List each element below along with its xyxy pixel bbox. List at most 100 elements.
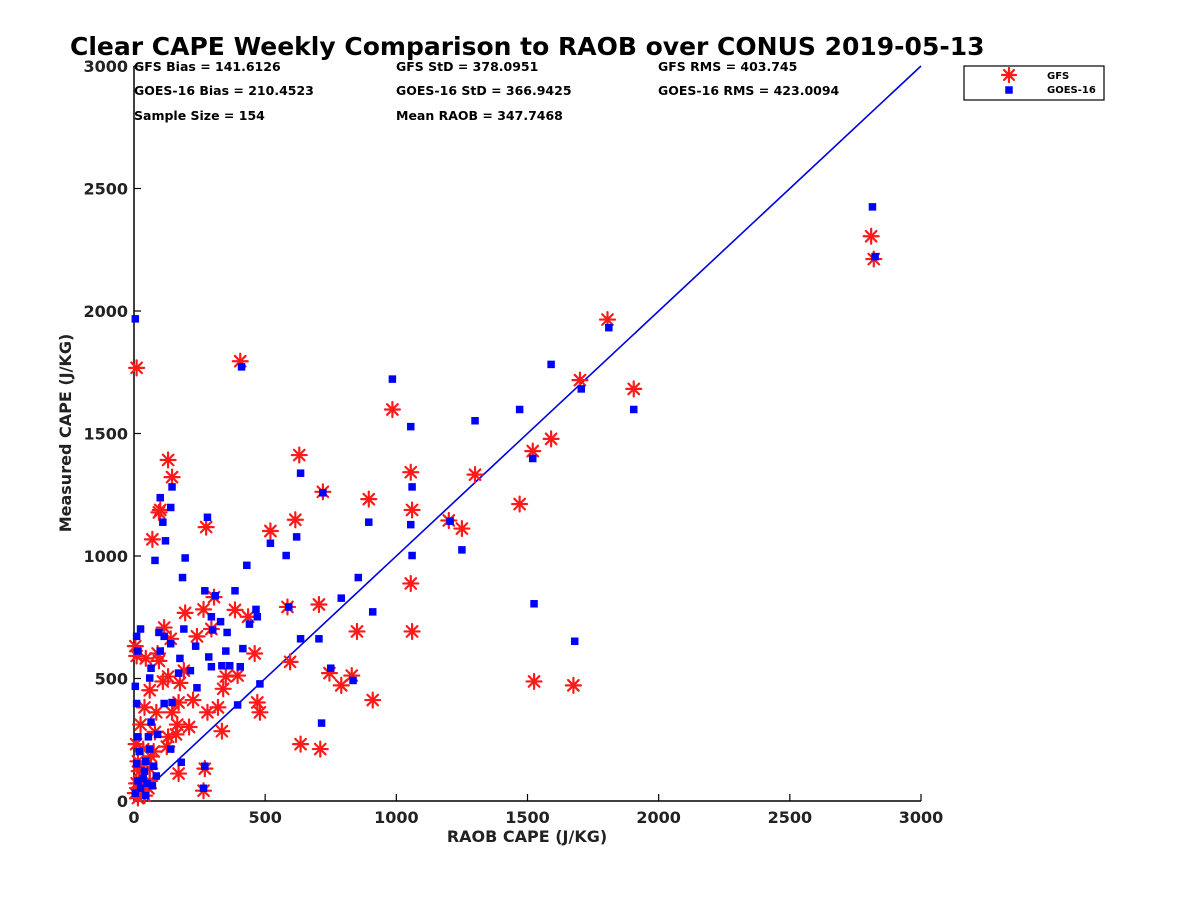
stat-text: GOES-16 StD = 366.9425	[396, 83, 572, 98]
goes-16-point	[166, 745, 175, 753]
goes-16-point	[446, 517, 454, 525]
goes-16-point	[239, 644, 247, 653]
gfs-point	[310, 595, 328, 614]
stat-text: GOES-16 Bias = 210.4523	[134, 83, 314, 98]
goes-16-point	[131, 682, 140, 691]
legend-goes-16-label: GOES-16	[1047, 85, 1096, 96]
gfs-point	[163, 468, 181, 486]
goes-16-point	[315, 635, 323, 643]
gfs-point	[291, 735, 310, 753]
plot-area: 0 500 1000 1500 2000 2500 3000 0 500 1000 1500 200…	[83, 57, 943, 827]
goes-16-point	[208, 626, 217, 634]
gfs-point	[246, 644, 264, 663]
goes-16-point	[408, 483, 416, 491]
x-tick-label: 500	[248, 808, 281, 827]
goes-16-point	[156, 647, 164, 655]
legend-goes-16-marker	[1005, 86, 1013, 94]
goes-16-point	[156, 493, 164, 502]
gfs-point	[348, 622, 366, 641]
goes-16-point	[319, 489, 327, 497]
goes-16-point	[151, 556, 159, 565]
goes-16-point	[181, 554, 189, 562]
goes-16-point	[528, 454, 537, 463]
gfs-point	[135, 698, 154, 717]
goes-16-point	[292, 533, 301, 541]
goes-16-point	[407, 520, 415, 529]
series-goes-16	[131, 203, 879, 800]
gfs-point	[159, 451, 177, 469]
y-tick-label: 1500	[83, 425, 128, 444]
gfs-point	[171, 674, 189, 692]
goes-16-point	[218, 662, 226, 670]
goes-16-point	[349, 676, 357, 685]
gfs-point	[251, 703, 269, 721]
gfs-point	[402, 463, 420, 481]
goes-16-point	[147, 718, 155, 726]
goes-16-point	[547, 360, 555, 369]
goes-16-point	[871, 252, 879, 261]
goes-16-point	[207, 613, 216, 621]
goes-16-point	[226, 662, 234, 670]
one-to-one-reference-line	[133, 65, 922, 802]
y-tick-label: 1000	[83, 547, 128, 566]
goes-16-point	[161, 537, 170, 545]
goes-16-point	[148, 782, 157, 790]
goes-16-point	[337, 594, 345, 602]
gfs-point	[226, 601, 244, 619]
goes-16-point	[327, 664, 335, 672]
stat-text: Mean RAOB = 347.7468	[396, 108, 563, 123]
goes-16-point	[223, 628, 231, 637]
x-tick-label: 2500	[768, 808, 813, 827]
goes-16-point	[296, 469, 305, 477]
goes-16-point	[140, 767, 149, 775]
goes-16-point	[530, 600, 538, 608]
gfs-point	[239, 608, 257, 626]
gfs-point	[862, 227, 880, 245]
goes-16-legend-symbol	[1005, 86, 1013, 94]
goes-16-point	[131, 315, 140, 323]
goes-16-point	[132, 699, 141, 708]
goes-16-point	[143, 779, 151, 788]
goes-16-point	[233, 701, 242, 709]
goes-16-point	[629, 405, 638, 414]
stat-text: GOES-16 RMS = 423.0094	[658, 83, 840, 98]
gfs-point	[625, 380, 643, 398]
goes-16-point	[222, 647, 230, 655]
goes-16-point	[368, 608, 377, 616]
x-tick-label: 2000	[636, 808, 681, 827]
gfs-legend-symbol	[1000, 66, 1018, 84]
goes-16-point	[168, 698, 176, 707]
goes-16-point	[135, 747, 143, 756]
goes-16-point	[285, 603, 293, 611]
legend-gfs-marker	[1000, 66, 1018, 84]
gfs-point	[360, 490, 378, 508]
gfs-point	[150, 503, 168, 521]
gfs-point	[571, 371, 589, 389]
gfs-point	[159, 728, 177, 746]
gfs-point	[403, 501, 421, 519]
gfs-point	[213, 722, 231, 740]
y-tick-label: 3000	[83, 57, 128, 76]
goes-16-point	[605, 323, 613, 332]
goes-16-point	[180, 625, 188, 633]
gfs-point	[364, 691, 382, 709]
goes-16-point	[168, 483, 176, 491]
goes-16-point	[199, 784, 208, 793]
goes-16-point	[296, 635, 305, 643]
gfs-point	[143, 530, 161, 548]
stat-text: GFS StD = 378.0951	[396, 59, 538, 74]
gfs-point	[176, 604, 194, 622]
goes-16-point	[155, 628, 163, 637]
stat-text: GFS Bias = 141.6126	[134, 59, 281, 74]
gfs-point	[332, 676, 350, 694]
gfs-point	[180, 718, 198, 736]
goes-16-point	[178, 573, 187, 582]
goes-16-point	[231, 587, 239, 595]
goes-16-point	[201, 762, 209, 770]
x-axis-ticks: 0 500 1000 1500 2000 2500 3000	[128, 794, 943, 827]
gfs-point	[311, 740, 329, 758]
stat-text: Sample Size = 154	[134, 108, 265, 123]
gfs-point	[169, 764, 188, 783]
goes-16-point	[145, 674, 154, 682]
